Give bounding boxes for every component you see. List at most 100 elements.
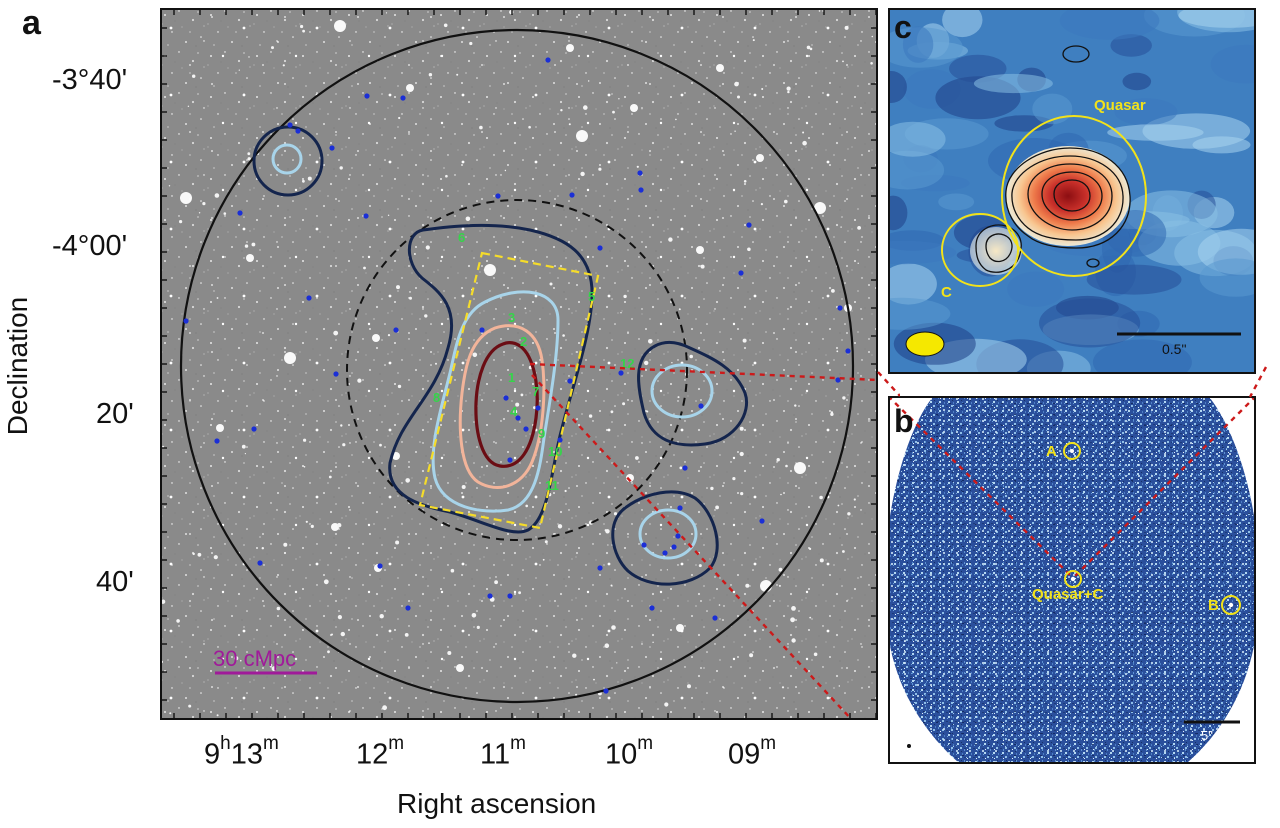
- companion-label: C: [941, 284, 952, 301]
- galaxy-dot: [306, 295, 312, 301]
- galaxy-dot: [363, 213, 369, 219]
- member-label-6: 6: [458, 230, 465, 245]
- contour-maroon: [474, 341, 539, 468]
- survey-box: [418, 251, 600, 530]
- member-label-10: 10: [548, 444, 562, 459]
- dec-tick-1: -3°40': [52, 64, 128, 96]
- inner-dashed-circle: [346, 199, 688, 541]
- panel-a-letter: a: [22, 4, 41, 42]
- noise-contour-small: [1086, 258, 1100, 268]
- galaxy-dot: [837, 305, 843, 311]
- galaxy-dot: [671, 544, 677, 550]
- quasar-contour-1: [1005, 147, 1131, 249]
- panel-c-letter: c: [894, 9, 912, 45]
- galaxy-dot: [183, 318, 189, 324]
- ra-tick-5: 09m: [728, 733, 777, 771]
- quasar-aperture: [1001, 115, 1147, 277]
- panel-b-letter: b: [894, 403, 914, 439]
- galaxy-dot: [329, 145, 335, 151]
- field-galaxies: [183, 57, 851, 694]
- scalebar-b-label: 5": [1201, 728, 1213, 743]
- galaxy-dot: [597, 565, 603, 571]
- galaxy-dot: [487, 593, 493, 599]
- galaxy-dot: [618, 370, 624, 376]
- galaxy-dot: [237, 210, 243, 216]
- galaxy-dot: [535, 405, 541, 411]
- contour-dark-blue-northwest: [252, 125, 324, 197]
- galaxy-dot: [641, 542, 647, 548]
- galaxy-dot: [495, 193, 501, 199]
- panel-a-frame: [160, 8, 878, 720]
- galaxy-dot: [603, 688, 609, 694]
- panel-b-image: A Quasar+C B 5" b: [888, 396, 1256, 764]
- contour-light-blue-northwest: [271, 143, 303, 175]
- source-qc-label: Quasar+C: [1032, 586, 1103, 603]
- galaxy-dot: [515, 415, 521, 421]
- link-line-1: [529, 362, 876, 382]
- beam-ellipse: [905, 331, 945, 357]
- galaxy-dot: [405, 605, 411, 611]
- galaxy-dot: [835, 377, 841, 383]
- member-label-2: 2: [520, 334, 527, 349]
- source-b-label: B: [1208, 597, 1219, 614]
- quasar-contour-5: [1053, 179, 1091, 212]
- companion-contour-1: [975, 224, 1022, 273]
- galaxy-dot: [557, 437, 563, 443]
- galaxy-dot: [523, 426, 529, 432]
- galaxy-dot: [287, 122, 293, 128]
- galaxy-dot: [333, 371, 339, 377]
- contour-dark-blue-main: [388, 223, 594, 534]
- galaxy-dot: [662, 550, 668, 556]
- dec-tick-3: 20': [96, 398, 134, 430]
- source-a-circle: [1063, 442, 1081, 460]
- quasar-contour-2: [1011, 155, 1124, 241]
- contour-dark-blue-east: [637, 340, 748, 447]
- quasar-contour-4: [1041, 171, 1103, 221]
- link-line-b-1: [890, 398, 1074, 579]
- member-label-7: 7: [532, 384, 539, 399]
- galaxy-dot: [569, 192, 575, 198]
- panel-a-sky-map: 6 5 3 2 1 7 8 4 9 10 11 12 30 cMpc: [160, 8, 878, 720]
- ra-tick-1: 9h13m: [204, 733, 279, 771]
- contour-light-blue-main: [431, 290, 560, 513]
- companion-aperture: [941, 213, 1019, 287]
- galaxy-dot: [677, 505, 683, 511]
- panel-c-image: Quasar C 0.5" c: [888, 8, 1256, 374]
- galaxy-dot: [393, 327, 399, 333]
- link-gap-svg-2: [1248, 366, 1268, 398]
- galaxy-dot: [597, 245, 603, 251]
- galaxy-dot: [759, 518, 765, 524]
- galaxy-dot: [746, 222, 752, 228]
- noise-background: [890, 10, 1254, 372]
- panel-c-svg: Quasar C 0.5" c: [888, 8, 1256, 374]
- dec-tick-4: 40': [96, 566, 134, 598]
- member-label-5: 5: [588, 289, 595, 304]
- panel-c-frame: [888, 8, 1256, 374]
- ra-tick-3: 11m: [480, 733, 526, 771]
- galaxy-dot: [545, 57, 551, 63]
- noise-contour-top: [1062, 45, 1090, 63]
- galaxy-dot: [364, 93, 370, 99]
- scalebar-c-label: 0.5": [1162, 341, 1186, 357]
- link-line-b-2: [1072, 398, 1254, 579]
- galaxy-dot: [698, 403, 704, 409]
- galaxy-dot: [682, 465, 688, 471]
- galaxy-dot: [295, 128, 301, 134]
- galaxy-dot: [257, 560, 263, 566]
- galaxy-dot: [377, 563, 383, 569]
- galaxy-dot: [503, 395, 509, 401]
- x-axis-title: Right ascension: [397, 788, 597, 819]
- contour-salmon: [458, 324, 546, 489]
- quasar-label: Quasar: [1094, 97, 1146, 114]
- member-label-1: 1: [508, 370, 515, 385]
- galaxy-dot: [567, 378, 573, 384]
- outer-field-circle: [179, 28, 855, 704]
- bright-stars: [162, 10, 874, 717]
- contour-light-blue-southeast: [638, 508, 698, 560]
- link-gap-svg: [877, 371, 900, 397]
- galaxy-dot: [712, 615, 718, 621]
- member-label-3: 3: [508, 310, 515, 325]
- source-a-label: A: [1046, 443, 1057, 460]
- link-line-2: [531, 374, 852, 718]
